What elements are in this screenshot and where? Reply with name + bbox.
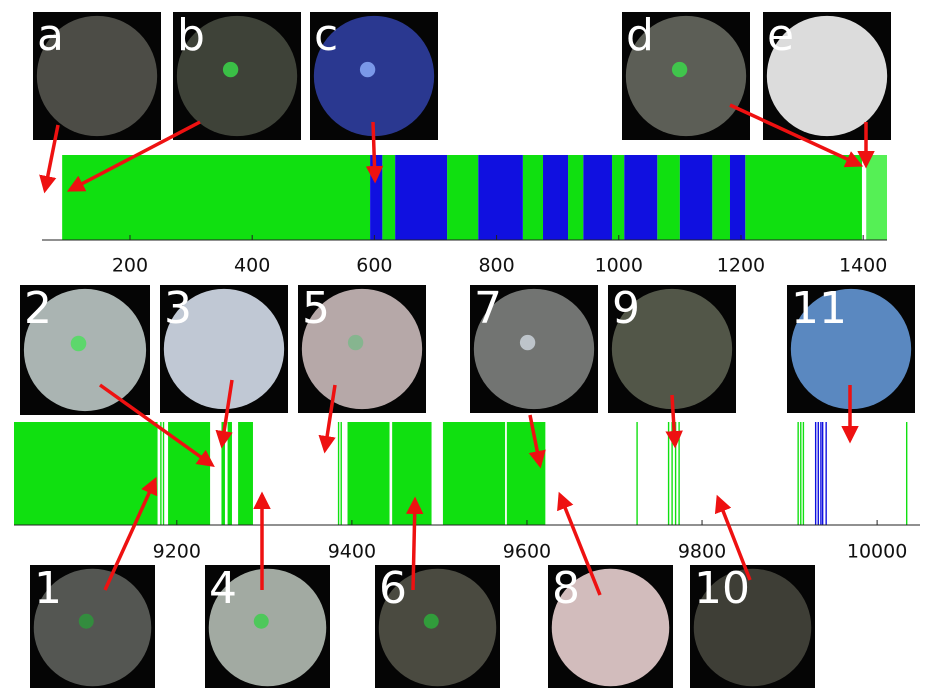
interval [636, 422, 637, 525]
interval [797, 422, 798, 525]
interval [906, 422, 907, 525]
x-tick-label: 10000 [847, 541, 907, 563]
thumbnail-spot [360, 62, 375, 77]
thumbnail-label: e [767, 10, 794, 61]
thumbnail-spot [79, 614, 94, 629]
thumbnail: e [763, 10, 891, 140]
x-tick-label: 400 [234, 255, 270, 277]
arrow [413, 500, 415, 590]
interval [568, 155, 583, 240]
interval [523, 155, 543, 240]
interval [820, 422, 821, 525]
thumbnail: 6 [375, 563, 500, 688]
thumbnail-label: 2 [24, 283, 52, 334]
thumbnail: 4 [205, 563, 330, 688]
arrow [373, 122, 375, 180]
interval [624, 155, 657, 240]
thumbnail-label: d [626, 10, 654, 61]
thumbnail-spot [254, 614, 269, 629]
thumbnail: 3 [160, 283, 288, 413]
interval [712, 155, 730, 240]
thumbnail-spot [424, 614, 439, 629]
thumbnail-label: b [177, 10, 205, 61]
x-tick-label: 1200 [717, 255, 765, 277]
interval [14, 422, 158, 525]
interval [680, 155, 712, 240]
interval [507, 422, 546, 525]
thumbnail-spot [348, 335, 363, 350]
thumbnail-spot [223, 62, 238, 77]
thumbnail-label: 8 [552, 563, 580, 614]
interval [612, 155, 624, 240]
thumbnail-spot [672, 62, 687, 77]
interval [160, 422, 161, 525]
interval [478, 155, 523, 240]
interval [678, 422, 679, 525]
interval [822, 422, 823, 525]
figure: 200 400 600 800 1000 1200 1400 a b c d e 9200 9400 960… [0, 0, 925, 688]
interval [668, 422, 669, 525]
thumbnail-label: 3 [164, 283, 192, 334]
thumbnail-label: 5 [302, 283, 330, 334]
x-tick-label: 9200 [153, 541, 201, 563]
thumbnail-label: 11 [791, 283, 847, 334]
x-tick-label: 1400 [839, 255, 887, 277]
thumbnail-label: 9 [612, 283, 640, 334]
thumbnail-spot [520, 335, 535, 350]
thumbnail: 7 [470, 283, 598, 413]
page: {"chart_data": [ {"type": "timeline", "x… [0, 0, 925, 688]
thumbnail: b [173, 10, 301, 140]
interval [348, 422, 390, 525]
thumbnail: 5 [298, 283, 426, 413]
x-tick-label: 600 [356, 255, 392, 277]
thumbnail-label: 1 [34, 563, 62, 614]
interval [447, 155, 478, 240]
interval [730, 155, 745, 240]
interval [228, 422, 232, 525]
interval [825, 422, 826, 525]
thumbnail: c [310, 10, 438, 140]
thumbnail-label: 10 [694, 563, 750, 614]
x-tick-label: 9800 [678, 541, 726, 563]
thumbnail: 2 [20, 283, 150, 415]
x-tick-label: 1000 [595, 255, 643, 277]
interval [803, 422, 804, 525]
x-tick-label: 800 [478, 255, 514, 277]
thumbnail: 9 [608, 283, 736, 413]
interval [382, 155, 395, 240]
interval [163, 422, 164, 525]
x-tick-label: 9400 [328, 541, 376, 563]
interval [543, 155, 568, 240]
interval [338, 422, 339, 525]
thumbnail-label: 7 [474, 283, 502, 334]
interval [341, 422, 342, 525]
interval [392, 422, 431, 525]
thumbnail-label: 4 [209, 563, 237, 614]
interval [62, 155, 370, 240]
interval [395, 155, 447, 240]
interval [443, 422, 505, 525]
interval [866, 155, 887, 240]
interval [583, 155, 612, 240]
interval [238, 422, 253, 525]
x-tick-label: 9600 [503, 541, 551, 563]
interval [815, 422, 816, 525]
interval [818, 422, 819, 525]
thumbnail-label: c [314, 10, 338, 61]
thumbnail: a [33, 10, 161, 140]
thumbnail: 10 [690, 563, 815, 688]
x-tick-label: 200 [112, 255, 148, 277]
thumbnail-spot [71, 336, 87, 352]
interval [800, 422, 801, 525]
interval [657, 155, 680, 240]
thumbnail-label: a [37, 10, 64, 61]
interval [745, 155, 862, 240]
thumbnail: 8 [548, 563, 673, 688]
interval [671, 422, 672, 525]
thumbnail-label: 6 [379, 563, 407, 614]
thumbnail: 1 [30, 563, 155, 688]
thumbnail: d [622, 10, 750, 140]
